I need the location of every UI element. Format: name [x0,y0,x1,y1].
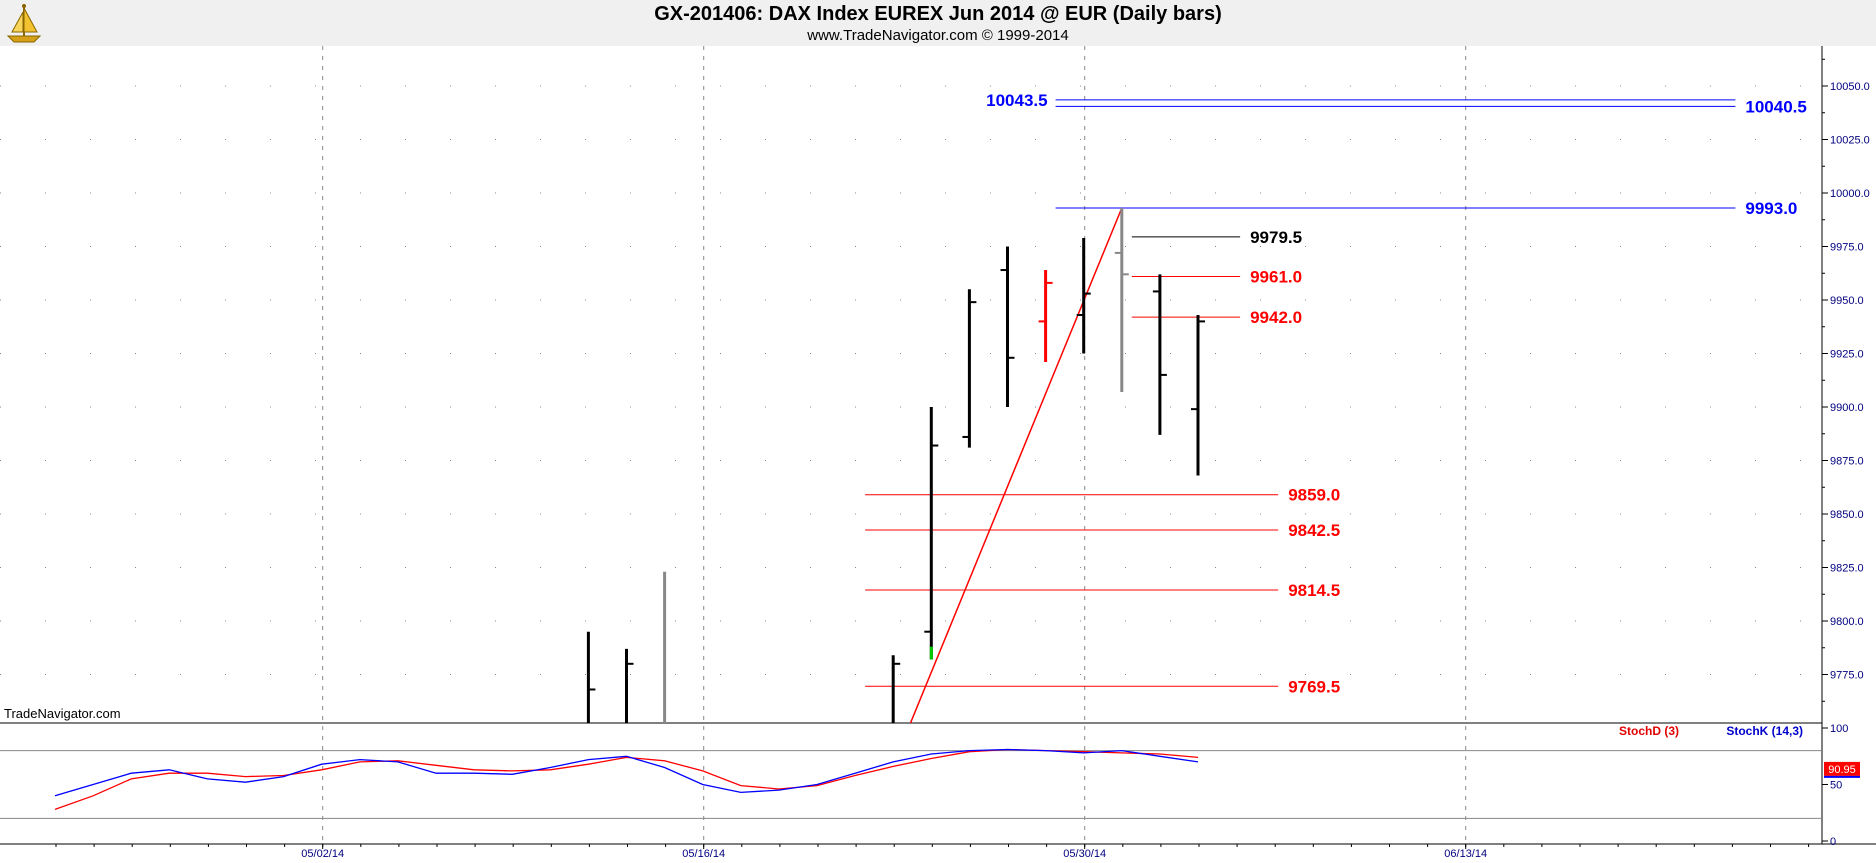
level-label: 10043.5 [986,91,1047,110]
stoch-k-line [54,748,1199,797]
stoch-tick-label: 100 [1830,723,1848,735]
level-label: 9769.5 [1288,677,1340,696]
ship-sextant-logo-icon [4,2,44,44]
date-tick-label: 05/02/14 [301,848,344,860]
price-tick-label: 9875.0 [1830,456,1864,468]
stoch-tick-label: 50 [1830,780,1842,792]
trendline [909,207,1123,723]
chart-subtitle: www.TradeNavigator.com © 1999-2014 [807,27,1069,44]
level-label: 9859.0 [1288,486,1340,505]
price-series: 10043.5 10040.5 9993.0 9979.5 9961.0 9942.0 98… [586,91,1807,723]
stoch-last-value-badge [1824,761,1860,776]
price-tick-label: 9900.0 [1830,402,1864,414]
chart-header [0,0,1876,46]
level-label: 9814.5 [1288,581,1340,600]
level-label: 9961.0 [1250,267,1302,286]
level-label: 9842.5 [1288,521,1340,540]
stoch-last-value-label: 90.95 [1828,764,1856,776]
price-tick-label: 9800.0 [1830,616,1864,628]
stoch-tick-label: 0 [1830,836,1836,848]
price-tick-label: 9825.0 [1830,563,1864,575]
stoch-d-line [54,748,1199,811]
level-label: 10040.5 [1745,97,1806,116]
chart-title: GX-201406: DAX Index EUREX Jun 2014 @ EU… [654,3,1222,25]
watermark: TradeNavigator.com [4,706,121,721]
date-tick-label: 05/16/14 [682,848,725,860]
price-tick-label: 10000.0 [1830,188,1870,200]
level-label: 9993.0 [1745,199,1797,218]
price-tick-label: 10050.0 [1830,81,1870,93]
date-tick-label: 06/13/14 [1444,848,1487,860]
level-label: 9979.5 [1250,228,1302,247]
date-tick-label: 05/30/14 [1063,848,1106,860]
level-label: 9942.0 [1250,308,1302,327]
price-tick-label: 9950.0 [1830,295,1864,307]
price-tick-label: 9850.0 [1830,509,1864,521]
price-tick-label: 9925.0 [1830,349,1864,361]
stoch-d-legend: StochD (3) [1619,724,1679,738]
price-tick-label: 9975.0 [1830,242,1864,254]
stoch-k-legend: StochK (14,3) [1726,724,1803,738]
price-tick-label: 9775.0 [1830,670,1864,682]
price-tick-label: 10025.0 [1830,135,1870,147]
